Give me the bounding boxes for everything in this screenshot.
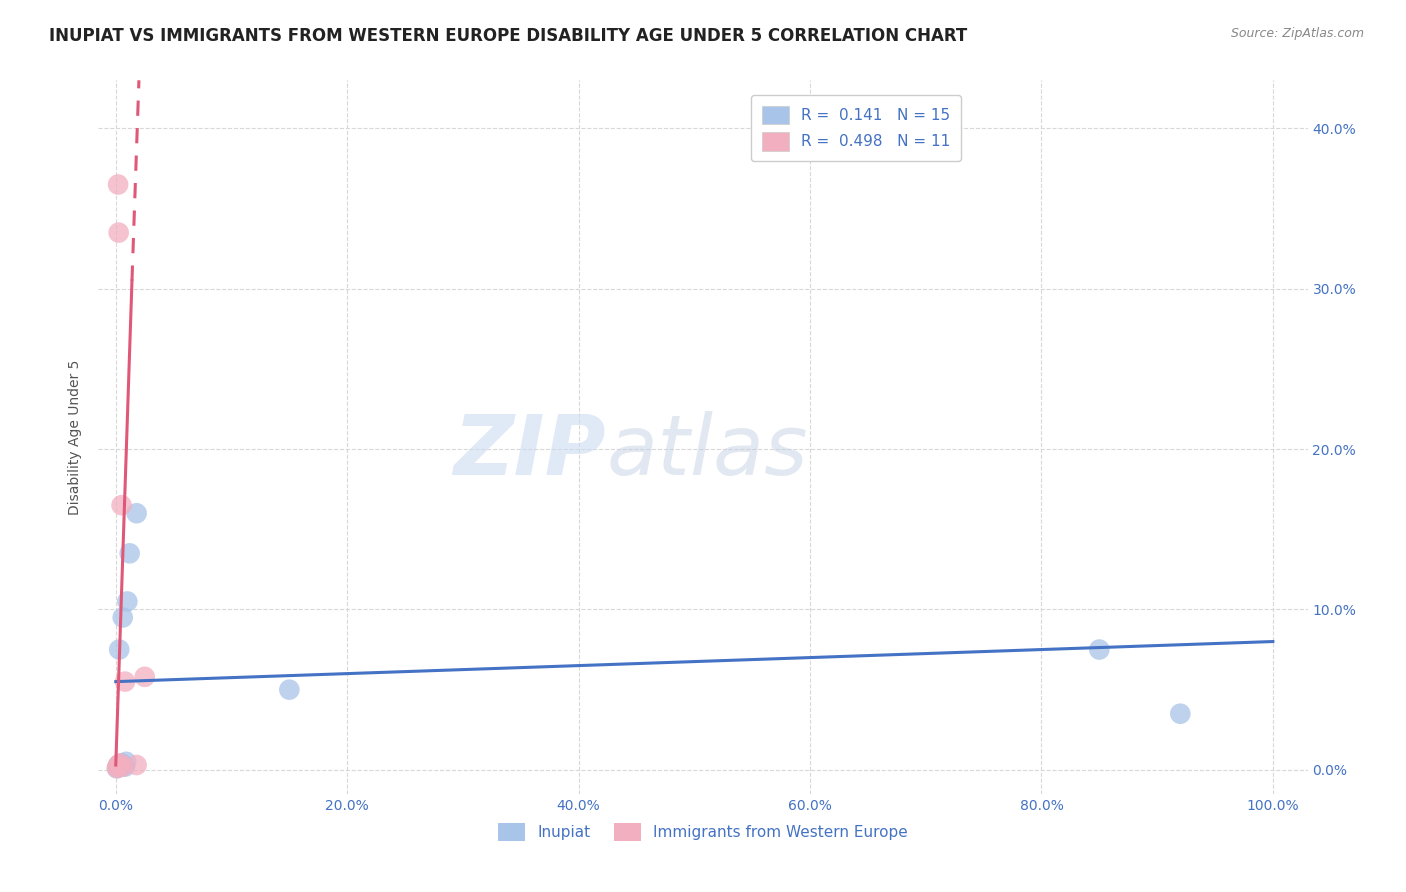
Text: INUPIAT VS IMMIGRANTS FROM WESTERN EUROPE DISABILITY AGE UNDER 5 CORRELATION CHA: INUPIAT VS IMMIGRANTS FROM WESTERN EUROP… [49, 27, 967, 45]
Point [125, 506, 148, 520]
Point [134, 670, 156, 684]
Point [105, 761, 128, 775]
Text: ZIP: ZIP [454, 411, 606, 491]
Point [115, 755, 138, 769]
Point [112, 758, 135, 772]
Point [114, 674, 136, 689]
Point [108, 642, 131, 657]
Point [1168, 706, 1191, 721]
Point [108, 756, 131, 771]
Point [107, 759, 129, 773]
Point [108, 758, 131, 772]
Point [1088, 642, 1111, 657]
Legend: Inupiat, Immigrants from Western Europe: Inupiat, Immigrants from Western Europe [489, 814, 917, 850]
Point [125, 758, 148, 772]
Y-axis label: Disability Age Under 5: Disability Age Under 5 [69, 359, 83, 515]
Point [111, 759, 134, 773]
Point [105, 761, 128, 775]
Point [110, 759, 132, 773]
Point [118, 546, 141, 560]
Text: Source: ZipAtlas.com: Source: ZipAtlas.com [1230, 27, 1364, 40]
Point [111, 610, 134, 624]
Point [278, 682, 301, 697]
Point [117, 594, 139, 608]
Point [107, 178, 129, 192]
Point [110, 498, 132, 512]
Text: atlas: atlas [606, 411, 808, 491]
Point [114, 759, 136, 773]
Point [110, 756, 132, 771]
Point [107, 226, 129, 240]
Point [107, 758, 129, 772]
